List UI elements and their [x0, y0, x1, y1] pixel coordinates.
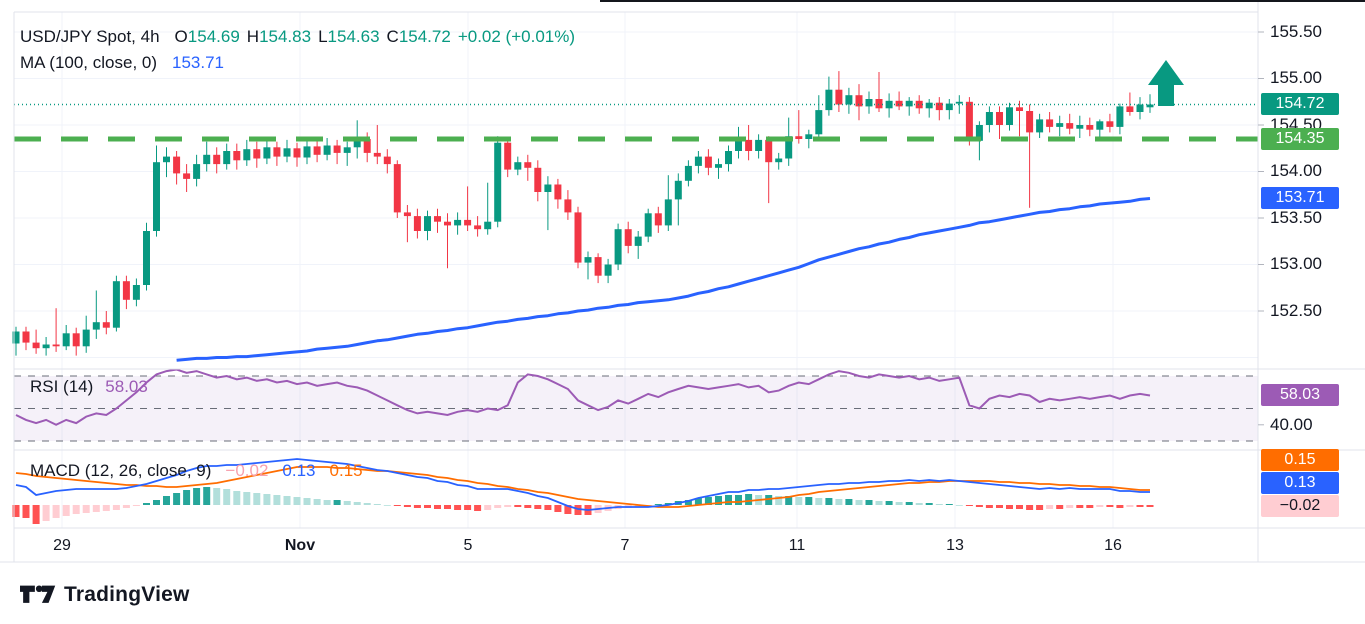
candlestick-series [12, 71, 1154, 356]
ohlc-open: O 154.69 [174, 27, 240, 46]
symbol-header: USD/JPY Spot, 4h O 154.69 H 154.83 L 154.63… [20, 27, 575, 47]
price-tick: 154.00 [1270, 161, 1322, 180]
tradingview-logo-icon [20, 585, 56, 603]
window-top-edge [600, 0, 1365, 2]
tradingview-logo[interactable]: TradingView [20, 583, 190, 607]
ohlc-low: L 154.63 [318, 27, 380, 46]
ma-study-label[interactable]: MA (100, close, 0) [20, 53, 158, 72]
rsi-study-label[interactable]: RSI (14) [30, 377, 94, 396]
symbol-title[interactable]: USD/JPY Spot, 4h [20, 27, 160, 46]
rsi-line [15, 368, 1151, 426]
ohlc-close: C 154.72 [386, 27, 451, 46]
time-tick: 29 [53, 537, 71, 554]
time-tick: 16 [1104, 537, 1122, 554]
time-tick: 13 [946, 537, 964, 554]
macd-hist-badge: −0.02 [1261, 495, 1339, 517]
rsi-tick: 40.00 [1270, 415, 1313, 434]
pane-borders [0, 0, 1365, 563]
time-tick: 11 [788, 537, 806, 554]
price-tick: 155.00 [1270, 68, 1322, 87]
time-tick: 5 [463, 537, 473, 554]
macd-signal-value: 0.15 [329, 461, 363, 480]
support-level-badge: 154.35 [1261, 128, 1339, 150]
rsi-study-row: RSI (14) 58.03 [30, 377, 148, 397]
macd-study-label[interactable]: MACD (12, 26, close, 9) [30, 461, 212, 480]
price-tick: 155.50 [1270, 22, 1322, 41]
price-tick: 152.50 [1270, 301, 1322, 320]
rsi-value-badge: 58.03 [1261, 384, 1339, 406]
ma-study-row: MA (100, close, 0) 153.71 [20, 53, 224, 73]
ma-100-line [176, 197, 1151, 362]
macd-line-badge: 0.13 [1261, 472, 1339, 494]
gridlines [14, 12, 1258, 528]
up-arrow-drawing[interactable] [1148, 60, 1184, 106]
macd-signal-badge: 0.15 [1261, 449, 1339, 471]
change-value: +0.02 (+0.01%) [457, 27, 576, 46]
ohlc-high: H 154.83 [246, 27, 312, 46]
ma-value-badge: 153.71 [1261, 187, 1339, 209]
macd-hist-value: −0.02 [225, 461, 269, 480]
rsi-band [14, 375, 1258, 442]
time-tick: 7 [620, 537, 630, 554]
macd-histogram [12, 487, 1154, 524]
macd-line-value: 0.13 [282, 461, 316, 480]
price-tick: 153.00 [1270, 254, 1322, 273]
time-tick-month: Nov [284, 537, 316, 554]
macd-study-row: MACD (12, 26, close, 9) −0.02 0.13 0.15 [30, 461, 363, 481]
brand-name: TradingView [64, 583, 190, 606]
last-price-badge: 154.72 [1261, 93, 1339, 115]
price-tick: 153.50 [1270, 208, 1322, 227]
rsi-study-value: 58.03 [105, 377, 148, 396]
ma-study-value: 153.71 [172, 53, 225, 72]
axis-hash-marks [1258, 31, 1264, 426]
macd-line [15, 458, 1150, 511]
